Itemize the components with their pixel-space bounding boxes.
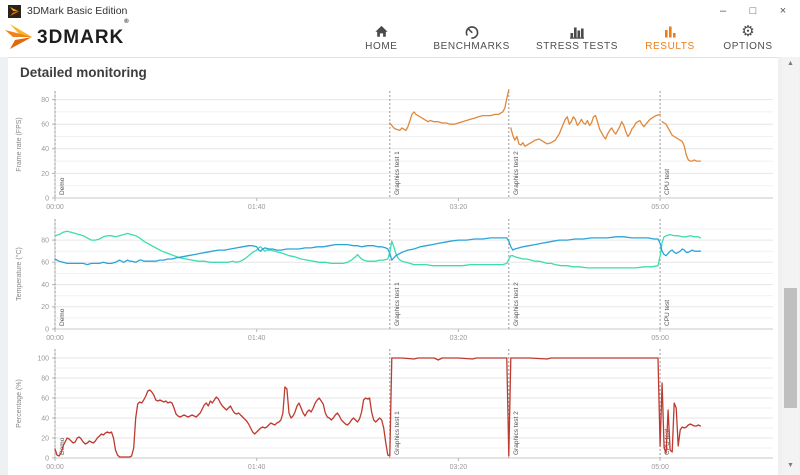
gauge-icon (464, 23, 480, 40)
svg-text:Graphics test 1: Graphics test 1 (394, 282, 401, 326)
header: 3DMARK® HOME BENCHMARKS (0, 19, 800, 57)
temperature-chart[interactable]: 0 20 40 60 80 00:00 01:40 03:20 05:00 Demo Graphic… (8, 213, 778, 343)
svg-text:0: 0 (45, 195, 49, 202)
monitoring-panel: Detailed monitoring 0 20 40 60 80 00:00 01:40 0… (8, 57, 778, 475)
svg-text:03:20: 03:20 (450, 204, 468, 211)
logo: 3DMARK® (4, 19, 130, 52)
gear-icon: ⚙ (741, 23, 755, 40)
svg-text:40: 40 (41, 282, 49, 289)
svg-text:Graphics test 1: Graphics test 1 (394, 151, 401, 195)
svg-text:Percentage (%): Percentage (%) (16, 379, 23, 428)
svg-text:00:00: 00:00 (46, 335, 64, 342)
page-title: Detailed monitoring (20, 65, 147, 80)
window-controls: – □ × (708, 0, 798, 22)
logo-mark-icon (5, 24, 32, 49)
svg-text:01:40: 01:40 (248, 464, 266, 471)
svg-text:20: 20 (41, 304, 49, 311)
svg-text:05:00: 05:00 (651, 335, 669, 342)
results-bars-icon (663, 23, 678, 40)
svg-text:03:20: 03:20 (450, 335, 468, 342)
svg-text:Temperature (°C): Temperature (°C) (15, 247, 23, 301)
nav-label: OPTIONS (723, 41, 773, 52)
svg-text:0: 0 (45, 326, 49, 333)
svg-text:05:00: 05:00 (651, 464, 669, 471)
svg-text:CPU test: CPU test (664, 300, 671, 326)
nav-label: BENCHMARKS (433, 41, 510, 52)
svg-text:Demo: Demo (59, 308, 66, 326)
nav-item-home[interactable]: HOME (355, 23, 407, 52)
title-bar: 3DMark Basic Edition – □ × (0, 0, 800, 22)
nav-label: STRESS TESTS (535, 41, 618, 52)
scroll-down-icon[interactable]: ▼ (787, 462, 794, 469)
svg-text:0: 0 (45, 455, 49, 462)
svg-text:40: 40 (41, 146, 49, 153)
svg-text:Demo: Demo (59, 177, 66, 195)
bars-icon (569, 23, 585, 40)
main-nav: HOME BENCHMARKS (329, 23, 774, 52)
maximize-button[interactable]: □ (749, 5, 757, 17)
svg-text:05:00: 05:00 (651, 204, 669, 211)
scroll-up-icon[interactable]: ▲ (787, 60, 794, 67)
registered-mark: ® (124, 19, 130, 25)
svg-text:60: 60 (41, 260, 49, 267)
nav-item-stress-tests[interactable]: STRESS TESTS (536, 23, 618, 52)
svg-text:00:00: 00:00 (46, 204, 64, 211)
svg-text:60: 60 (41, 122, 49, 129)
close-button[interactable]: × (779, 5, 787, 17)
nav-label: RESULTS (645, 41, 695, 52)
svg-text:80: 80 (41, 97, 49, 104)
svg-text:Graphics test 2: Graphics test 2 (513, 282, 520, 326)
svg-text:Graphics test 2: Graphics test 2 (513, 151, 520, 195)
minimize-button[interactable]: – (719, 5, 727, 17)
svg-text:80: 80 (41, 238, 49, 245)
app-icon (8, 4, 21, 18)
svg-text:Graphics test 1: Graphics test 1 (394, 411, 401, 455)
svg-text:Frame rate (FPS): Frame rate (FPS) (16, 117, 23, 171)
home-icon (374, 23, 389, 40)
svg-text:60: 60 (41, 395, 49, 402)
window-title: 3DMark Basic Edition (27, 5, 128, 17)
svg-text:100: 100 (37, 355, 49, 362)
vertical-scrollbar: ▲ ▼ (782, 57, 799, 475)
logo-text: 3DMARK® (37, 19, 130, 48)
svg-text:CPU test: CPU test (664, 429, 671, 455)
content-area: Detailed monitoring 0 20 40 60 80 00:00 01:40 0… (0, 57, 800, 475)
nav-label: HOME (365, 41, 398, 52)
svg-text:00:00: 00:00 (46, 464, 64, 471)
svg-text:80: 80 (41, 375, 49, 382)
svg-text:Graphics test 2: Graphics test 2 (513, 411, 520, 455)
svg-text:CPU test: CPU test (664, 169, 671, 195)
svg-text:01:40: 01:40 (248, 204, 266, 211)
svg-text:20: 20 (41, 435, 49, 442)
nav-item-results[interactable]: RESULTS (644, 23, 696, 52)
svg-text:03:20: 03:20 (450, 464, 468, 471)
frame-rate-chart[interactable]: 0 20 40 60 80 00:00 01:40 03:20 05:00 Demo Graphic… (8, 84, 778, 214)
svg-text:40: 40 (41, 415, 49, 422)
svg-text:20: 20 (41, 171, 49, 178)
scrollbar-thumb[interactable] (784, 288, 797, 408)
nav-item-benchmarks[interactable]: BENCHMARKS (433, 23, 510, 52)
nav-item-options[interactable]: ⚙ OPTIONS (722, 23, 774, 52)
svg-text:01:40: 01:40 (248, 335, 266, 342)
